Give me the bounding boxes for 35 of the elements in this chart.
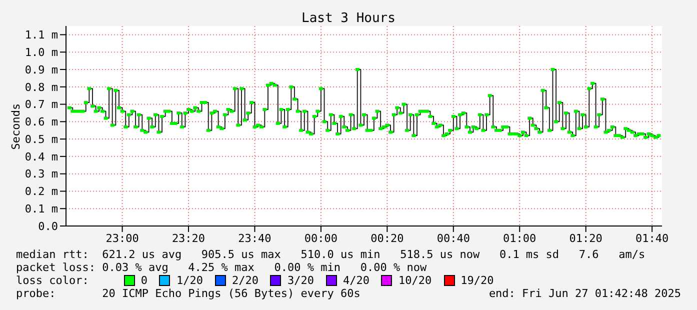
y-tick-label: 0.0: [38, 220, 58, 233]
text: median rtt: 621.2 us avg 905.5 us max 510.0 us min 518.5 us now 0.1 ms sd 7.6 am/s: [16, 248, 646, 261]
x-tick-label: 23:00: [106, 232, 139, 245]
x-tick-label: 00:20: [370, 232, 404, 245]
text: 1/20: [176, 274, 203, 287]
text: packet loss: 0.03 % avg 4.25 % max 0.00 % min 0.00 % now: [16, 261, 428, 274]
text: 2/20: [232, 274, 258, 287]
text: 10/20: [398, 274, 432, 287]
y-tick-label: 0.2 m: [24, 185, 58, 198]
text: 3/20: [287, 274, 314, 287]
x-tick-label: 00:40: [436, 232, 470, 245]
x-tick-label: 01:20: [569, 232, 602, 245]
y-tick-label: 0.4 m: [24, 150, 58, 164]
y-tick-label: 0.5 m: [24, 132, 58, 146]
y-axis-title: Seconds: [10, 102, 22, 152]
y-tick-label: 0.3 m: [24, 168, 58, 181]
chart-title: Last 3 Hours: [300, 11, 396, 26]
x-tick-label: 01:00: [503, 232, 536, 245]
text: 19/20: [460, 274, 494, 287]
y-tick-label: 0.9 m: [24, 63, 58, 76]
text: probe: 20 ICMP Echo Pings (56 Bytes) every 60s: [16, 287, 360, 300]
x-tick-label: 23:20: [172, 232, 206, 245]
x-tick-label: 01:40: [636, 232, 669, 245]
text: 4/20: [342, 274, 370, 287]
y-tick-label: 0.8 m: [24, 80, 58, 94]
text: end: Fri Jun 27 01:42:48 2025: [488, 287, 681, 300]
y-tick-label: 1.0 m: [24, 46, 58, 59]
text: loss color:: [16, 274, 89, 287]
text: 0: [140, 274, 148, 287]
y-tick-label: 0.6 m: [24, 116, 58, 129]
y-tick-label: 1.1 m: [24, 28, 58, 42]
y-tick-label: 0.7 m: [24, 98, 58, 112]
x-tick-label: 00:00: [304, 232, 338, 245]
y-tick-label: 0.1 m: [24, 202, 58, 216]
x-tick-label: 23:40: [238, 232, 272, 245]
